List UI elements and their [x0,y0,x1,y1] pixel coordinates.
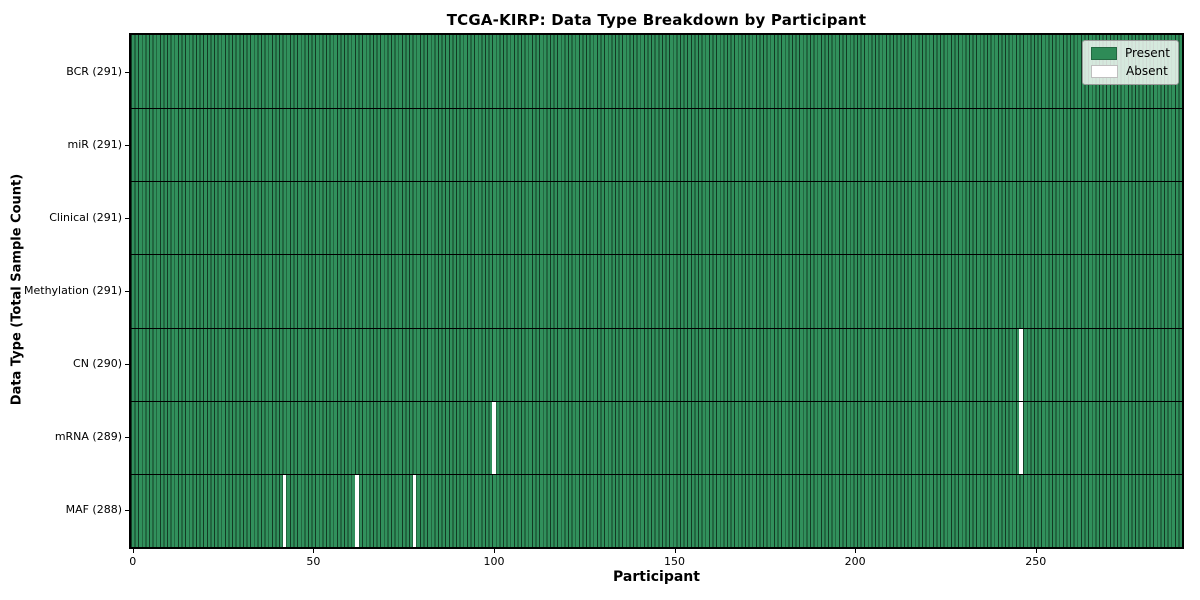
y-tick-label-MAF: MAF (288) [65,503,122,517]
x-tick-label-150: 150 [664,555,686,568]
legend-item-present: Present [1091,47,1170,60]
legend-label-absent: Absent [1126,64,1168,78]
y-tick-mark [125,217,129,219]
present-swatch [1091,47,1117,60]
x-axis-label: Participant [613,569,700,585]
x-tick-mark [493,549,495,553]
x-tick-label-100: 100 [483,555,505,568]
legend-label-present: Present [1124,46,1170,60]
chart-title: TCGA-KIRP: Data Type Breakdown by Partic… [446,11,867,29]
row-divider [131,254,1182,256]
y-tick-mark [125,291,129,292]
y-tick-mark [125,510,129,512]
y-tick-mark [125,71,129,73]
absent-cell-MAF-42 [282,474,287,547]
x-tick-mark [132,549,134,553]
x-tick-label-0: 0 [129,555,137,568]
x-tick-label-200: 200 [844,555,866,568]
y-tick-label-Clinical: Clinical (291) [49,210,122,224]
absent-cell-mRNA-246 [1019,401,1024,474]
y-tick-label-mRNA: mRNA (289) [54,430,122,444]
x-tick-label-250: 250 [1025,555,1047,568]
x-tick-label-50: 50 [306,555,321,568]
x-tick-mark [674,549,676,553]
x-tick-mark [313,549,315,553]
row-divider [131,108,1182,110]
row-divider [131,181,1182,183]
y-tick-mark [125,437,129,439]
absent-cell-MAF-78 [412,474,417,547]
row-divider [131,327,1182,329]
legend-item-absent: Absent [1091,65,1170,78]
y-tick-mark [125,364,129,366]
absent-cell-CN-246 [1019,328,1024,401]
y-tick-label-Methylation: Methylation (291) [24,284,122,297]
x-tick-mark [855,549,857,553]
y-tick-label-miR: miR (291) [67,137,123,151]
absent-cell-MAF-62 [354,474,359,547]
absent-cell-mRNA-100 [492,401,496,474]
row-divider [131,400,1182,402]
row-divider [131,473,1182,475]
legend: Present Absent [1082,40,1179,85]
y-tick-label-BCR: BCR (291) [66,64,122,78]
plot-area [131,35,1182,547]
absent-swatch [1091,65,1118,78]
y-tick-mark [125,144,129,146]
y-tick-label-CN: CN (290) [73,357,122,371]
x-tick-mark [1035,549,1037,553]
